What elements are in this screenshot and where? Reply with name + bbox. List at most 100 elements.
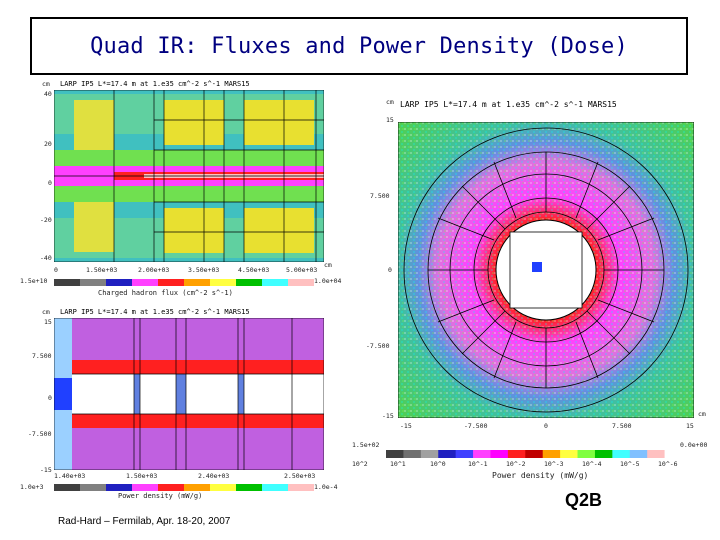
flux-x-tick: 0 xyxy=(54,266,58,274)
cross-blue-spot xyxy=(532,262,542,272)
flux-yellow-1 xyxy=(74,100,114,150)
flux-x-tick: 4.50e+03 xyxy=(238,266,270,274)
flux-y-tick: -20 xyxy=(40,216,52,224)
power-cross-panel: LARP IP5 L*=17.4 m at 1.e35 cm^-2 s^-1 M… xyxy=(352,78,718,488)
power-cross-x-tick: 7.500 xyxy=(612,422,632,430)
power-long-grid xyxy=(54,318,324,470)
power-cross-y-tick: -7.500 xyxy=(366,342,390,350)
power-long-x-tick: 2.50e+03 xyxy=(284,472,316,480)
flux-x-tick: 5.00e+03 xyxy=(286,266,318,274)
power-cross-x-tick: 0 xyxy=(544,422,548,430)
colorbar-swatch xyxy=(594,450,613,458)
colorbar-swatch xyxy=(455,450,474,458)
footer-text: Rad-Hard – Fermilab, Apr. 18-20, 2007 xyxy=(58,516,231,527)
power-long-scale-max: 1.0e-4 xyxy=(314,483,338,491)
flux-panel-header: LARP IP5 L*=17.4 m at 1.e35 cm^-2 s^-1 M… xyxy=(60,80,250,88)
power-long-y-tick: -15 xyxy=(40,466,52,474)
power-cross-scale-max: 0.0e+00 xyxy=(680,441,708,449)
power-long-y-tick: -7.500 xyxy=(28,430,52,438)
power-long-colorbar xyxy=(54,484,314,491)
power-cross-x-tick: -7.500 xyxy=(464,422,488,430)
flux-grid xyxy=(54,90,324,262)
power-cross-header: LARP IP5 L*=17.4 m at 1.e35 cm^-2 s^-1 M… xyxy=(400,100,617,109)
flux-scale-max: 1.0e+04 xyxy=(314,277,342,285)
power-long-x-tick: 2.40e+03 xyxy=(198,472,230,480)
power-cross-scale-tick: 10^-6 xyxy=(658,460,678,468)
power-cross-y-tick: -15 xyxy=(382,412,394,420)
cross-geometry xyxy=(398,122,694,418)
colorbar-swatch xyxy=(403,450,422,458)
colorbar-swatch xyxy=(560,450,579,458)
flux-y-tick: 40 xyxy=(44,90,52,98)
flux-x-tick: 3.50e+03 xyxy=(188,266,220,274)
power-long-red-bot xyxy=(72,414,324,428)
power-cross-y-tick: 15 xyxy=(386,116,394,124)
flux-yellow-5 xyxy=(244,208,314,253)
power-long-heatmap xyxy=(54,318,324,470)
power-cross-scale-tick: 10^-3 xyxy=(544,460,564,468)
colorbar-swatch xyxy=(438,450,457,458)
power-cross-scale-tick: 10^0 xyxy=(430,460,446,468)
power-long-y-tick: 0 xyxy=(48,394,52,402)
flux-yellow-2 xyxy=(164,100,224,145)
colorbar-swatch xyxy=(490,450,509,458)
power-cross-scale-tick: 10^-1 xyxy=(468,460,488,468)
power-cross-x-tick: 15 xyxy=(686,422,694,430)
power-cross-scale-min: 1.5e+02 xyxy=(352,441,380,449)
flux-colorbar xyxy=(54,279,314,286)
flux-y-tick: 20 xyxy=(44,140,52,148)
flux-yellow-4 xyxy=(164,208,224,253)
colorbar-swatch xyxy=(647,450,666,458)
power-long-gap-2 xyxy=(140,374,176,414)
power-long-x-tick: 1.40e+03 xyxy=(54,472,86,480)
slide-title: Quad IR: Fluxes and Power Density (Dose) xyxy=(90,33,628,59)
flux-y-tick: -40 xyxy=(40,254,52,262)
colorbar-swatch xyxy=(664,450,682,458)
colorbar-swatch xyxy=(386,450,404,458)
flux-heatmap xyxy=(54,90,324,262)
power-long-y-tick: 7.500 xyxy=(32,352,52,360)
power-cross-scale-tick: 10^1 xyxy=(390,460,406,468)
power-long-x-tick: 1.50e+03 xyxy=(126,472,158,480)
power-long-scale-label: Power density (mW/g) xyxy=(118,492,203,500)
colorbar-swatch xyxy=(577,450,596,458)
flux-x-tick: 1.50e+03 xyxy=(86,266,118,274)
flux-y-unit: cm xyxy=(42,80,50,88)
power-cross-scale-tick: 10^-5 xyxy=(620,460,640,468)
flux-x-tick: 2.00e+03 xyxy=(138,266,170,274)
power-cross-x-unit: cm xyxy=(698,410,706,418)
flux-yellow-3 xyxy=(244,100,314,145)
power-long-bot xyxy=(72,420,324,470)
power-long-y-unit: cm xyxy=(42,308,50,316)
flux-yellow-6 xyxy=(74,202,114,252)
power-cross-scale-tick: 10^2 xyxy=(352,460,368,468)
colorbar-swatch xyxy=(612,450,631,458)
colorbar-swatch xyxy=(473,450,491,458)
power-cross-y-tick: 0 xyxy=(388,266,392,274)
power-long-left-mid xyxy=(54,378,72,410)
colorbar-swatch xyxy=(525,450,544,458)
power-cross-scale-tick: 10^-2 xyxy=(506,460,526,468)
power-cross-y-unit: cm xyxy=(386,98,394,106)
flux-x-unit: cm xyxy=(324,261,332,269)
power-cross-heatmap xyxy=(398,122,694,418)
power-cross-scale-label: Power density (mW/g) xyxy=(492,471,589,480)
cross-beam-screen xyxy=(509,231,583,309)
flux-scale-min: 1.5e+10 xyxy=(20,277,48,285)
power-long-panel: LARP IP5 L*=17.4 m at 1.e35 cm^-2 s^-1 M… xyxy=(18,306,348,506)
power-cross-scale-tick: 10^-4 xyxy=(582,460,602,468)
colorbar-swatch xyxy=(629,450,648,458)
power-cross-x-tick: -15 xyxy=(400,422,412,430)
flux-panel: LARP IP5 L*=17.4 m at 1.e35 cm^-2 s^-1 M… xyxy=(18,78,348,306)
power-cross-colorbar xyxy=(386,450,682,458)
power-long-gap-4 xyxy=(244,374,324,414)
colorbar-swatch xyxy=(507,450,526,458)
colorbar-swatch xyxy=(420,450,439,458)
power-long-top xyxy=(72,318,324,368)
colorbar-swatch xyxy=(542,450,561,458)
magnet-tag: Q2B xyxy=(565,490,603,510)
power-long-gap-3 xyxy=(186,374,238,414)
flux-y-tick: 0 xyxy=(48,179,52,187)
title-box: Quad IR: Fluxes and Power Density (Dose) xyxy=(30,17,688,75)
power-cross-y-tick: 7.500 xyxy=(370,192,390,200)
